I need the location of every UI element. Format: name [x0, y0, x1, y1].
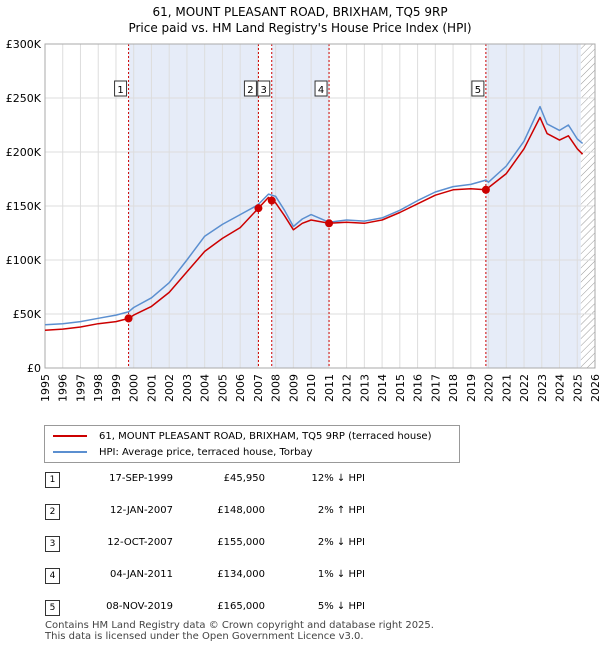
- x-tick-label: 2023: [536, 374, 549, 402]
- x-tick-label: 2000: [128, 374, 141, 402]
- y-tick-label: £200K: [6, 146, 42, 159]
- sale-date: 12-OCT-2007: [107, 537, 173, 548]
- x-tick-label: 2015: [394, 374, 407, 402]
- x-tick-label: 1995: [39, 374, 52, 402]
- legend-label-property: 61, MOUNT PLEASANT ROAD, BRIXHAM, TQ5 9R…: [99, 430, 432, 442]
- x-tick-label: 2008: [270, 374, 283, 402]
- x-tick-label: 2004: [199, 374, 212, 402]
- x-tick-label: 2018: [447, 374, 460, 402]
- legend-label-hpi: HPI: Average price, terraced house, Torb…: [99, 446, 313, 458]
- x-tick-label: 1996: [57, 374, 70, 402]
- sale-point-marker: [254, 204, 263, 213]
- footer: Contains HM Land Registry data © Crown c…: [45, 620, 434, 642]
- x-tick-label: 2005: [216, 374, 229, 402]
- x-tick-label: 1998: [92, 374, 105, 402]
- sale-date: 12-JAN-2007: [109, 505, 173, 516]
- sale-price: £155,000: [217, 537, 265, 548]
- x-tick-label: 2017: [429, 374, 442, 402]
- property-price-line: [44, 116, 584, 331]
- sale-number-badge: 5: [45, 600, 60, 616]
- sale-row: 4 04-JAN-2011 £134,000 1% ↓ HPI: [45, 566, 445, 586]
- footer-copyright: Contains HM Land Registry data © Crown c…: [45, 620, 434, 631]
- legend: 61, MOUNT PLEASANT ROAD, BRIXHAM, TQ5 9R…: [44, 425, 460, 463]
- x-tick-label: 2016: [412, 374, 425, 402]
- sale-label-number: 1: [117, 85, 123, 96]
- sale-row: 5 08-NOV-2019 £165,000 5% ↓ HPI: [45, 598, 445, 618]
- x-tick-label: 2024: [554, 374, 567, 402]
- title-line-2: Price paid vs. HM Land Registry's House …: [128, 21, 472, 35]
- sale-hpi-diff: 12% ↓ HPI: [311, 473, 365, 484]
- sale-label-box: [243, 80, 257, 97]
- y-tick-label: £300K: [6, 38, 42, 51]
- chart-title: 61, MOUNT PLEASANT ROAD, BRIXHAM, TQ5 9R…: [0, 4, 600, 36]
- x-tick-label: 2014: [376, 374, 389, 402]
- sale-row: 3 12-OCT-2007 £155,000 2% ↓ HPI: [45, 534, 445, 554]
- sale-price: £45,950: [223, 473, 265, 484]
- hpi-line: [44, 105, 584, 326]
- x-tick-label: 2006: [234, 374, 247, 402]
- legend-item-hpi: HPI: Average price, terraced house, Torb…: [53, 445, 313, 459]
- x-tick-label: 1999: [110, 374, 123, 402]
- sale-date: 04-JAN-2011: [109, 569, 173, 580]
- x-tick-label: 2026: [589, 374, 600, 402]
- sale-point-marker: [267, 196, 276, 205]
- sale-date: 08-NOV-2019: [106, 601, 173, 612]
- sale-label-number: 3: [261, 85, 267, 96]
- sale-point-marker: [124, 314, 133, 323]
- plot-frame: [44, 43, 596, 369]
- y-tick-label: £100K: [6, 254, 42, 267]
- sale-hpi-diff: 1% ↓ HPI: [317, 569, 365, 580]
- sale-price: £148,000: [217, 505, 265, 516]
- x-tick-label: 2020: [483, 374, 496, 402]
- x-tick-label: 2025: [571, 374, 584, 402]
- x-tick-label: 2011: [323, 374, 336, 402]
- x-tick-label: 2003: [181, 374, 194, 402]
- sale-label-box: [314, 80, 328, 97]
- x-tick-label: 2007: [252, 374, 265, 402]
- x-tick-label: 2021: [500, 374, 513, 402]
- sale-hpi-diff: 5% ↓ HPI: [317, 601, 365, 612]
- sale-number-badge: 1: [45, 472, 60, 488]
- x-tick-label: 2010: [305, 374, 318, 402]
- legend-item-property: 61, MOUNT PLEASANT ROAD, BRIXHAM, TQ5 9R…: [53, 429, 432, 443]
- sale-number-badge: 4: [45, 568, 60, 584]
- x-tick-label: 1997: [74, 374, 87, 402]
- sale-point-marker: [325, 219, 334, 228]
- title-line-1: 61, MOUNT PLEASANT ROAD, BRIXHAM, TQ5 9R…: [152, 5, 448, 19]
- y-tick-label: £250K: [6, 92, 42, 105]
- sale-hpi-diff: 2% ↑ HPI: [317, 505, 365, 516]
- sale-number-badge: 3: [45, 536, 60, 552]
- sale-date: 17-SEP-1999: [109, 473, 173, 484]
- x-tick-label: 2019: [465, 374, 478, 402]
- sale-label-number: 4: [318, 85, 324, 96]
- sale-price: £165,000: [217, 601, 265, 612]
- legend-swatch-hpi: [53, 451, 87, 453]
- x-tick-label: 2001: [145, 374, 158, 402]
- sale-point-marker: [481, 185, 490, 194]
- sale-label-number: 2: [247, 85, 253, 96]
- sale-label-box: [257, 80, 271, 97]
- sale-number-badge: 2: [45, 504, 60, 520]
- sale-hpi-diff: 2% ↓ HPI: [317, 537, 365, 548]
- x-tick-label: 2002: [163, 374, 176, 402]
- y-tick-label: £150K: [6, 200, 42, 213]
- x-tick-label: 2009: [287, 374, 300, 402]
- legend-swatch-property: [53, 435, 87, 437]
- footer-licence: This data is licensed under the Open Gov…: [45, 631, 364, 642]
- y-tick-label: £0: [27, 362, 41, 375]
- sale-label-number: 5: [475, 85, 481, 96]
- price-chart: £0 £50K £100K £150K £200K £250K £300K 1995 1996 1…: [6, 38, 600, 402]
- sale-label-box: [114, 80, 128, 97]
- x-tick-label: 2012: [341, 374, 354, 402]
- sale-label-box: [471, 80, 485, 97]
- sale-price: £134,000: [217, 569, 265, 580]
- y-tick-label: £50K: [13, 308, 42, 321]
- sale-row: 2 12-JAN-2007 £148,000 2% ↑ HPI: [45, 502, 445, 522]
- sale-row: 1 17-SEP-1999 £45,950 12% ↓ HPI: [45, 470, 445, 490]
- x-tick-label: 2022: [518, 374, 531, 402]
- x-tick-label: 2013: [358, 374, 371, 402]
